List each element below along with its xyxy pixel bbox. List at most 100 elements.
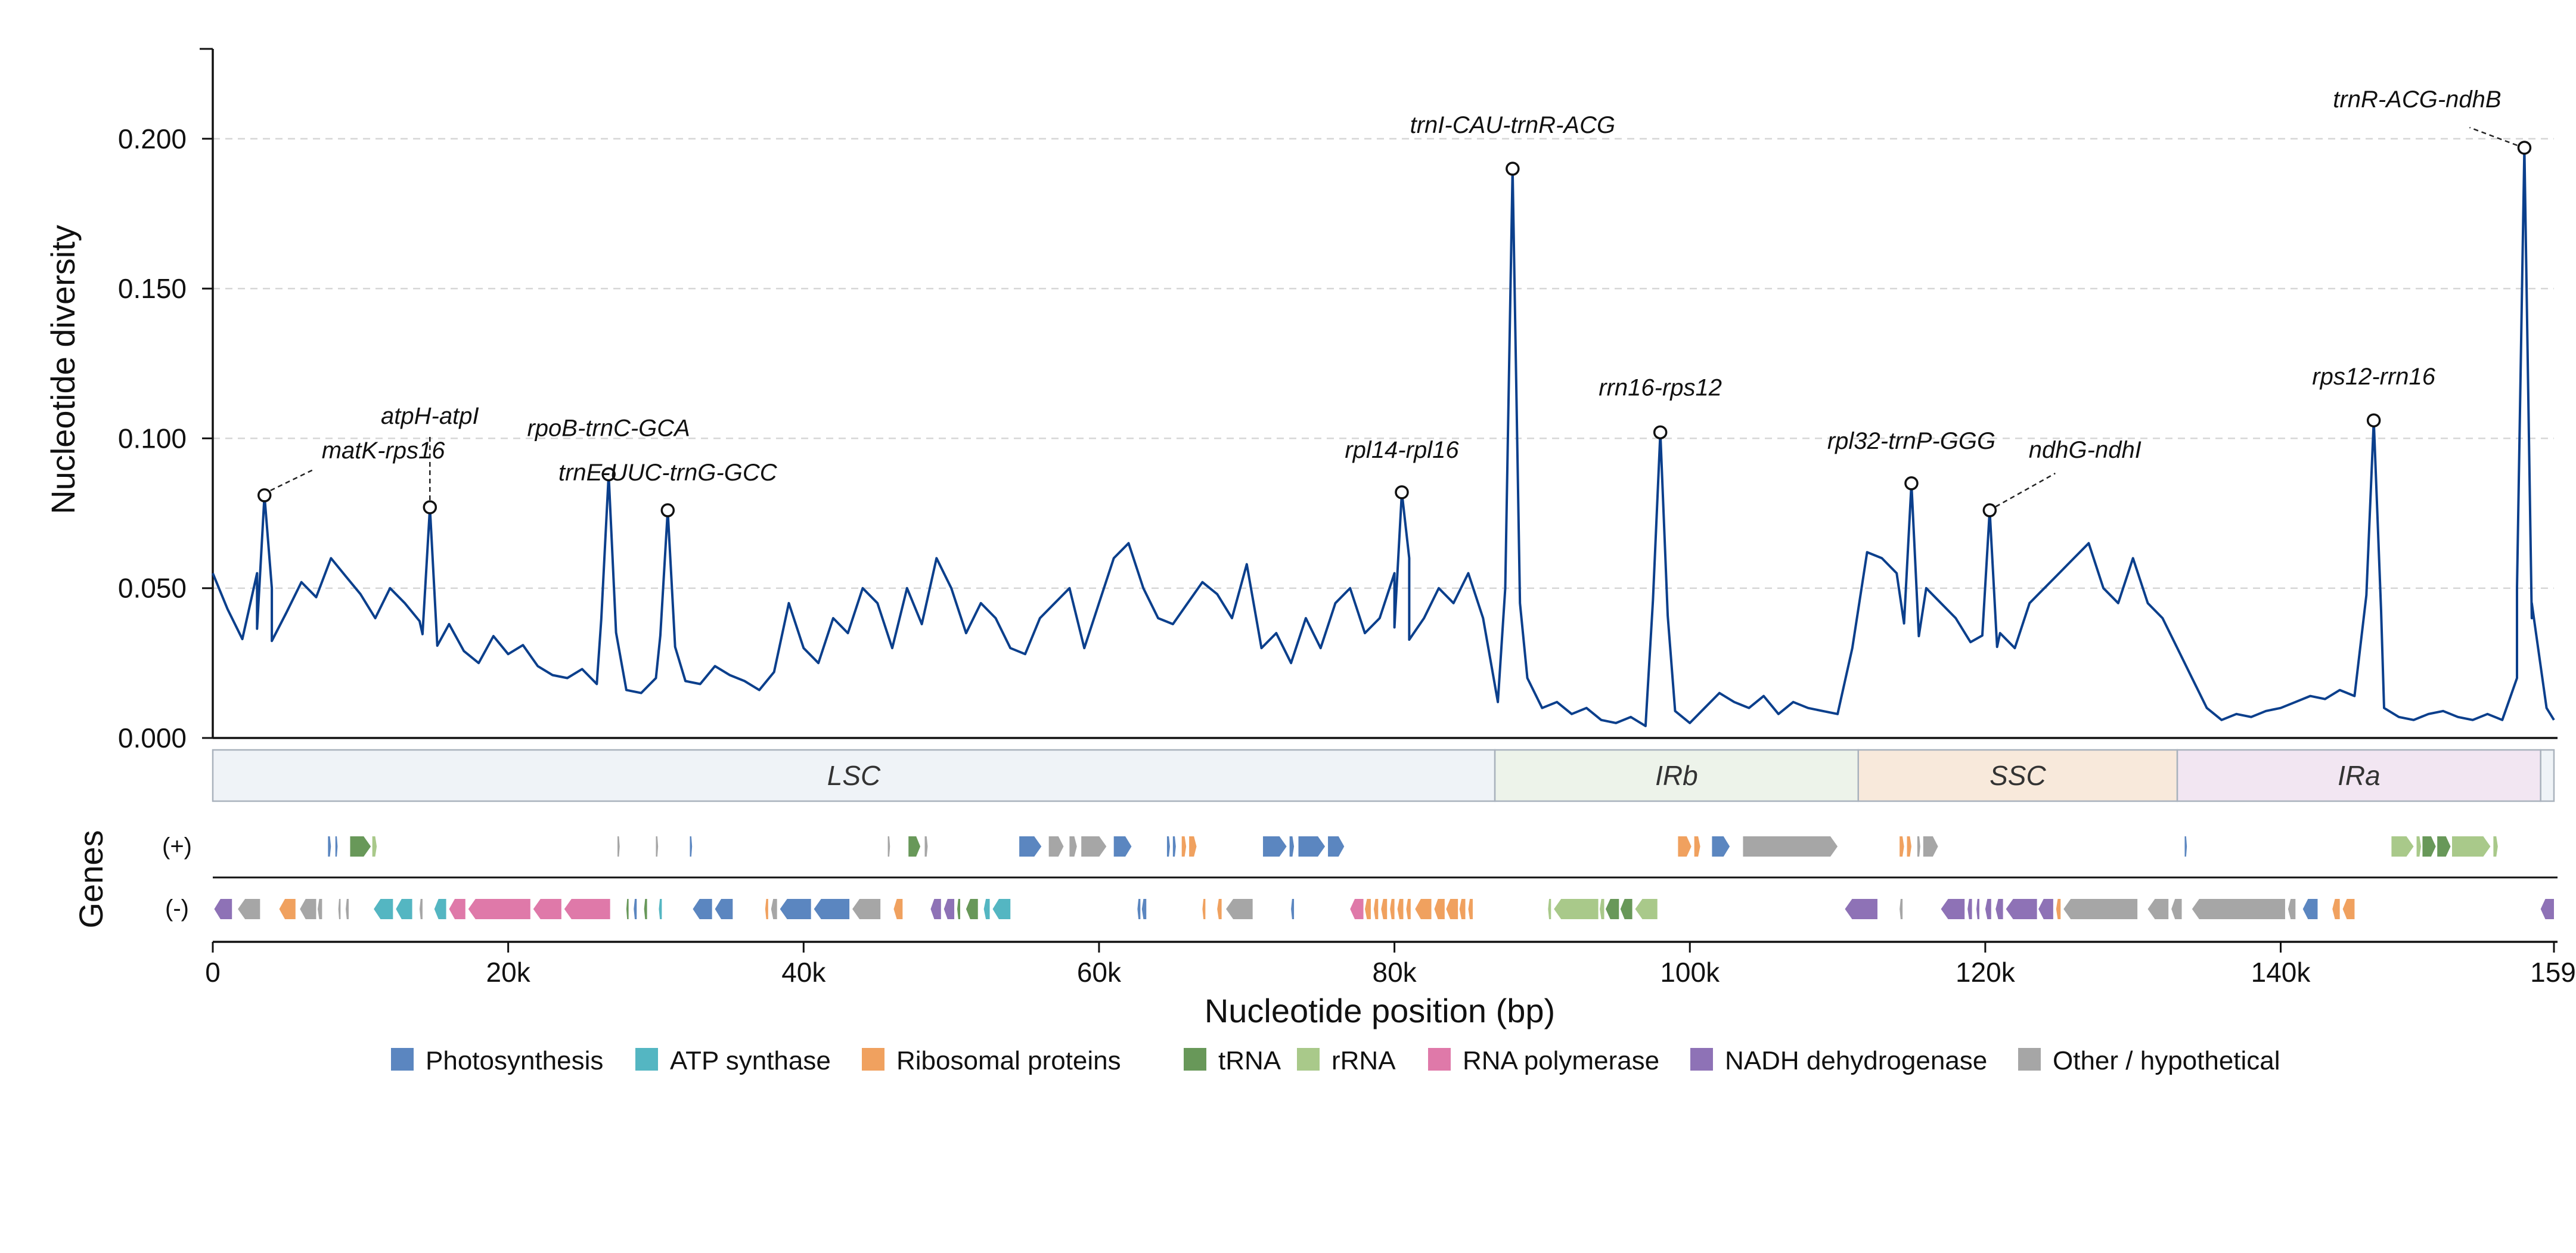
gene-minus: [693, 899, 712, 919]
peak-leader-line: [270, 469, 313, 492]
gene-minus: [2332, 899, 2340, 919]
strand-label-plus: (+): [162, 833, 192, 860]
gene-plus: [2493, 836, 2498, 857]
gene-minus: [1373, 899, 1379, 919]
x-tick-label: 120k: [1956, 957, 2016, 988]
gene-plus: [887, 836, 890, 857]
gene-minus: [419, 899, 423, 919]
gene-minus: [468, 899, 530, 919]
peak-marker: [1904, 476, 1919, 491]
gene-plus: [1900, 836, 1904, 857]
peak-marker: [1653, 425, 1668, 440]
gene-plus: [908, 836, 921, 857]
gene-minus: [1217, 899, 1222, 919]
gene-minus: [814, 899, 850, 919]
gene-minus: [1995, 899, 2003, 919]
gene-minus: [966, 899, 978, 919]
gene-minus: [1226, 899, 1253, 919]
genes-track-title: Genes: [72, 830, 110, 929]
gene-minus: [1415, 899, 1432, 919]
gene-plus: [1712, 836, 1730, 857]
gene-minus: [374, 899, 393, 919]
gene-plus: [1694, 836, 1700, 857]
gene-minus: [1381, 899, 1388, 919]
gene-minus: [1397, 899, 1404, 919]
legend: Photosynthesis ATP synthase Ribosomal prot…: [391, 1046, 2280, 1075]
gene-plus: [1048, 836, 1064, 857]
gene-plus: [1328, 836, 1345, 857]
gene-plus: [1907, 836, 1911, 857]
legend-label: Photosynthesis: [426, 1046, 603, 1075]
peak-label: ndhG-ndhI: [2029, 437, 2142, 463]
gene-minus: [2171, 899, 2182, 919]
axes: 0.000 0.050 0.100 0.150 0.200 0 20k 40k 60k 80k 10…: [118, 48, 2576, 988]
gene-plus: [1172, 836, 1176, 857]
region-label: SSC: [1990, 760, 2046, 791]
gene-minus: [626, 899, 629, 919]
gene-plus: [1081, 836, 1107, 857]
gene-minus: [992, 899, 1011, 919]
peak-annotations: matK-rps16 atpH-atpI rpoB-trnC-GCA trnE-UUC…: [257, 86, 2532, 517]
strand-label-minus: (-): [165, 895, 189, 922]
gene-minus: [396, 899, 412, 919]
gene-plus: [2416, 836, 2421, 857]
gene-minus: [434, 899, 446, 919]
gene-minus: [852, 899, 881, 919]
x-tick-label: 159k: [2530, 957, 2576, 988]
legend-label: NADH dehydrogenase: [1725, 1046, 1987, 1075]
y-tick-label: 0.000: [118, 722, 187, 753]
gene-minus: [983, 899, 990, 919]
gene-minus: [317, 899, 322, 919]
gene-minus: [2192, 899, 2285, 919]
x-tick-label: 40k: [781, 957, 826, 988]
gene-minus: [1141, 899, 1147, 919]
legend-label: RNA polymerase: [1463, 1046, 1659, 1075]
gene-plus: [1917, 836, 1920, 857]
gene-minus: [1635, 899, 1658, 919]
legend-swatch: [1690, 1048, 1713, 1071]
gene-minus: [1845, 899, 1877, 919]
x-tick-label: 20k: [486, 957, 531, 988]
y-axis-title: Nucleotide diversity: [44, 225, 82, 514]
gene-minus: [2006, 899, 2037, 919]
y-tick-label: 0.150: [118, 273, 187, 304]
gene-plus: [617, 836, 620, 857]
legend-label: tRNA: [1218, 1046, 1281, 1075]
gene-minus: [1291, 899, 1295, 919]
gene-minus: [1406, 899, 1411, 919]
diversity-series: [212, 146, 2555, 727]
gene-plus: [1069, 836, 1077, 857]
gene-plus: [1263, 836, 1287, 857]
gene-minus: [1548, 899, 1551, 919]
gene-plus: [2391, 836, 2414, 857]
gene-plus: [2184, 836, 2187, 857]
gene-plus: [1166, 836, 1170, 857]
peak-label: trnI-CAU-trnR-ACG: [1410, 112, 1615, 138]
gene-plus: [328, 836, 331, 857]
gene-plus: [1678, 836, 1692, 857]
gene-minus: [300, 899, 316, 919]
peak-marker: [601, 467, 616, 482]
legend-swatch: [635, 1048, 658, 1071]
region-label: IRa: [2338, 760, 2381, 791]
legend-swatch: [1184, 1048, 1206, 1071]
region-label: IRb: [1655, 760, 1698, 791]
peak-marker: [1395, 485, 1409, 500]
gene-minus: [765, 899, 768, 919]
legend-swatch: [2018, 1048, 2041, 1071]
x-tick-label: 60k: [1077, 957, 1122, 988]
x-tick-label: 80k: [1373, 957, 1417, 988]
peak-label: rps12-rrn16: [2312, 364, 2436, 390]
x-axis-title: Nucleotide position (bp): [1205, 992, 1555, 1029]
gene-minus: [2056, 899, 2061, 919]
gene-minus: [1468, 899, 1473, 919]
peak-label: rpl32-trnP-GGG: [1827, 428, 1995, 454]
diversity-line: [212, 146, 2555, 727]
gene-plus: [656, 836, 659, 857]
gene-minus: [238, 899, 260, 919]
region-block: [1494, 749, 1860, 802]
peak-leader-line: [1995, 472, 2056, 508]
gene-minus: [644, 899, 647, 919]
gene-plus: [1189, 836, 1197, 857]
gene-minus: [1976, 899, 1979, 919]
